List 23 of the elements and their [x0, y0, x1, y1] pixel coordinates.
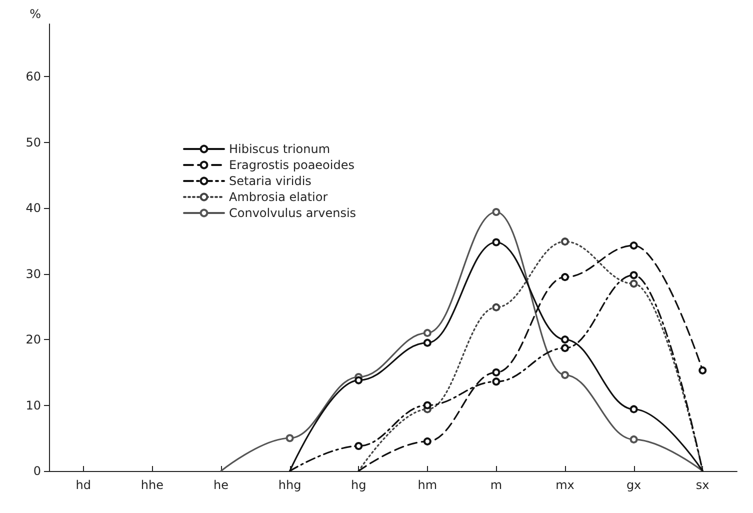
- legend-label: Ambrosia elatior: [229, 190, 328, 204]
- x-tick-label: hd: [76, 478, 92, 492]
- y-tick-label: 60: [26, 70, 41, 84]
- x-tick-label: he: [214, 478, 228, 492]
- x-tick-label: m: [490, 478, 502, 492]
- x-tick-label: hhg: [278, 478, 302, 492]
- x-tick-label: hm: [418, 478, 438, 492]
- x-tick-label: hg: [350, 478, 366, 492]
- y-axis-title: %: [30, 7, 41, 21]
- x-tick-label: mx: [556, 478, 574, 492]
- x-tick-label: hhe: [140, 478, 164, 492]
- legend-label: Eragrostis poaeoides: [229, 158, 354, 172]
- x-tick-label: gx: [626, 478, 642, 492]
- y-tick-label: 20: [26, 332, 41, 347]
- y-tick-label: 0: [33, 464, 41, 478]
- legend-label: Setaria viridis: [229, 174, 312, 188]
- y-tick-label: 40: [26, 201, 41, 216]
- y-tick-label: 30: [26, 266, 41, 281]
- legend-label: Convolvulus arvensis: [229, 206, 356, 220]
- legend-label: Hibiscus trionum: [229, 142, 330, 156]
- y-tick-label: 50: [26, 135, 41, 150]
- x-tick-label: sx: [696, 478, 710, 492]
- y-tick-label: 10: [26, 398, 41, 412]
